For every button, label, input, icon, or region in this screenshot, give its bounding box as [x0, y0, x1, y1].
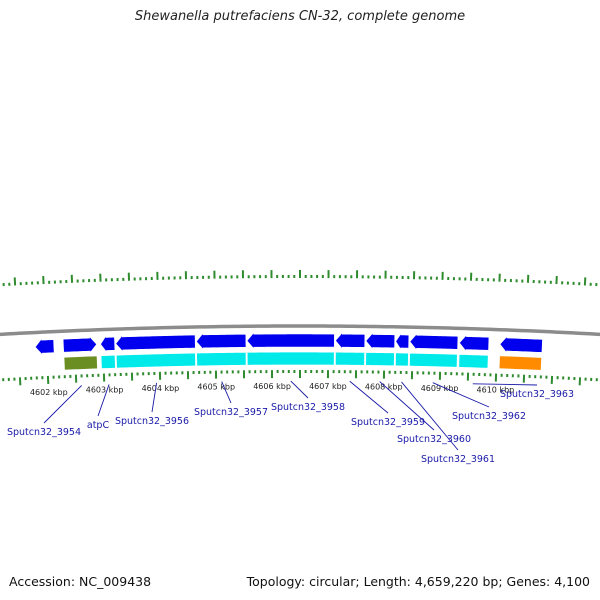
- gene-label: atpC: [87, 420, 110, 431]
- gene-label: Sputcn32_3963: [500, 389, 574, 400]
- gene-7-feature-block: [394, 352, 409, 367]
- gene-5-feature-block: [334, 351, 366, 366]
- backbone-track: [0, 324, 600, 337]
- gene-1-gene-arrow: [100, 335, 116, 353]
- gene-3-gene-arrow: [195, 332, 247, 351]
- gene-1-feature-block: [100, 354, 116, 370]
- leader-line: [43, 385, 82, 424]
- gene-9-gene-arrow: [459, 334, 490, 352]
- leader-line: [151, 382, 158, 413]
- gene-8-gene-arrow: [409, 332, 459, 351]
- gene-track: [34, 331, 543, 371]
- leader-line: [401, 381, 459, 451]
- kbp-label: 4608 kbp: [365, 383, 403, 392]
- gene-4-gene-arrow: [246, 331, 335, 350]
- leader-line: [379, 381, 435, 431]
- gene-label: Sputcn32_3957: [194, 407, 268, 418]
- topology-stats-text: Topology: circular; Length: 4,659,220 bp…: [246, 574, 590, 589]
- kbp-label: 4609 kbp: [421, 384, 459, 393]
- gene-labels: Sputcn32_3954 atpC Sputcn32_3956 Sputcn32_3…: [7, 389, 574, 465]
- outer-tick-track: [2, 270, 598, 287]
- leader-line: [290, 380, 309, 399]
- flank-0-gene-arrow: [34, 337, 55, 356]
- leader-line: [221, 381, 232, 404]
- accession-text: Accession: NC_009438: [9, 574, 152, 589]
- gene-2-gene-arrow: [115, 334, 196, 353]
- gene-5-gene-arrow: [335, 331, 366, 350]
- leader-line: [472, 383, 538, 386]
- kbp-label: 4602 kbp: [30, 388, 68, 397]
- gene-7-gene-arrow: [395, 332, 410, 351]
- map-title: Shewanella putrefaciens CN-32, complete …: [134, 9, 466, 24]
- gene-label: Sputcn32_3954: [7, 427, 81, 438]
- inner-tick-track: [2, 370, 598, 386]
- kbp-scale-labels: 4602 kbp 4603 kbp 4604 kbp 4605 kbp 4606 kbp…: [30, 382, 514, 397]
- gene-label: Sputcn32_3958: [271, 402, 345, 413]
- gene-4-feature-block: [246, 351, 335, 366]
- gene-0-gene-arrow: [62, 335, 98, 354]
- gene-8-feature-block: [408, 352, 458, 368]
- gene-0-feature-block: [63, 355, 98, 371]
- kbp-label: 4604 kbp: [142, 384, 180, 393]
- gene-3-feature-block: [196, 351, 247, 367]
- gene-label: Sputcn32_3961: [421, 454, 495, 465]
- kbp-label: 4606 kbp: [253, 382, 291, 391]
- gene-9-feature-block: [458, 353, 489, 369]
- leader-line: [432, 382, 490, 408]
- gene-6-gene-arrow: [365, 332, 396, 350]
- gene-label: Sputcn32_3956: [115, 416, 189, 427]
- kbp-label: 4603 kbp: [86, 386, 124, 395]
- flank-1-gene-arrow: [499, 335, 543, 354]
- kbp-label: 4605 kbp: [197, 383, 235, 392]
- leader-line: [97, 384, 110, 417]
- gene-label: Sputcn32_3962: [452, 411, 526, 422]
- kbp-label: 4607 kbp: [309, 382, 347, 391]
- label-leader-lines: [43, 380, 538, 451]
- gene-6-feature-block: [365, 351, 395, 367]
- flank-1-feature-block: [498, 355, 543, 371]
- gene-label: Sputcn32_3959: [351, 417, 425, 428]
- backbone-line: [0, 324, 600, 337]
- gene-2-feature-block: [115, 352, 197, 369]
- kbp-label: 4610 kbp: [477, 386, 515, 395]
- leader-line: [349, 380, 389, 414]
- gene-label: Sputcn32_3960: [397, 434, 471, 445]
